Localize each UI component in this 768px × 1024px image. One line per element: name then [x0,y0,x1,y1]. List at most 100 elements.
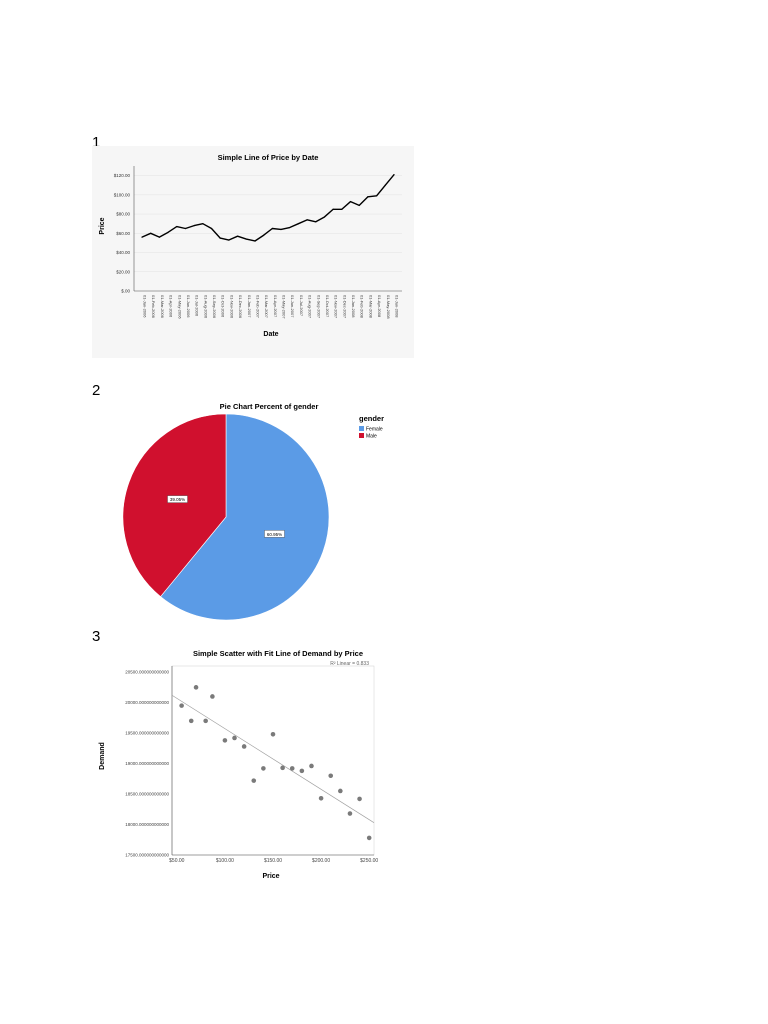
line-x-tick-label: 01-Feb-2008 [360,295,365,319]
price-data-point [271,227,273,230]
line-x-tick-label: 01-Jul-2007 [299,295,304,317]
price-data-point [315,221,317,223]
pie-slice-female [160,413,330,621]
price-data-point [367,196,369,198]
scatter-x-tick-label: $100.00 [216,858,234,864]
price-data-point [289,226,291,229]
line-x-tick-label: 01-Jan-2007 [247,295,252,318]
figure-number-3: 3 [92,628,101,645]
scatter-point [328,773,334,779]
line-x-tick-label: 01-Oct-2007 [325,295,330,318]
line-x-tick-label: 01-Nov-2006 [229,295,234,319]
legend-label-male: Male [366,434,377,440]
line-x-tick-label: 01-Dec-2007 [342,295,347,319]
scatter-point [357,796,362,802]
legend-label-female: Female [366,427,383,433]
price-data-point [376,195,378,197]
scatter-point [299,768,305,774]
scatter-y-tick-label: 17500.000000000000 [125,853,169,858]
scatter-point [222,738,228,743]
line-chart: Simple Line of Price by Date Price Date … [99,153,402,338]
pie-value-label-box [264,530,285,538]
scatter-point [366,835,372,841]
price-data-point [332,208,334,210]
scatter-fit-line [171,694,375,823]
line-x-tick-label: 01-May-2006 [177,295,182,319]
line-x-tick-label: 01-Aug-2006 [203,295,208,319]
pie-value-label: 60.95% [264,530,285,538]
line-x-tick-label: 01-Jun-2007 [290,295,295,318]
line-x-tick-label: 01-Feb-2007 [255,295,260,319]
line-x-tick-label: 01-Jan-2008 [351,295,356,318]
scatter-y-tick-label: 19000.000000000000 [125,761,169,766]
line-y-tick-label: $40.00 [116,250,130,255]
pie-chart-title: Pie Chart Percent of gender [220,402,319,411]
price-data-point [306,219,308,221]
price-data-point [158,236,160,238]
scatter-x-tick-label: $200.00 [312,858,330,864]
scatter-x-tick-label: $50.00 [169,858,185,864]
line-x-tick-label: 01-Apr-2006 [169,295,174,318]
scatter-point [193,685,199,690]
scatter-point [232,735,237,741]
scatter-point [309,763,314,769]
line-x-tick-label: 01-Sep-2006 [212,295,217,319]
price-data-point [184,227,187,230]
line-x-tick-label: 01-Mar-2006 [160,295,165,319]
price-data-point [150,232,152,234]
legend-swatch-female [359,426,364,431]
scatter-x-tick-label: $150.00 [264,858,282,864]
line-x-tick-label: 01-Oct-2006 [221,295,226,318]
price-data-point [210,227,213,230]
line-x-tick-label: 01-May-2007 [282,295,287,319]
price-data-point [167,231,169,233]
line-x-tick-label: 01-Dec-2006 [238,295,243,319]
line-x-tick-label: 01-Apr-2007 [273,295,278,318]
line-x-tick-label: 01-Feb-2006 [151,295,156,319]
line-y-tick-label: $20.00 [116,269,130,274]
line-x-tick-label: 01-Jun-2008 [395,295,400,318]
pie-value-label-text: 39.05% [170,497,185,502]
line-x-tick-label: 01-Jun-2006 [186,295,191,318]
legend-swatch-male [359,433,364,438]
line-x-tick-label: 01-Jan-2006 [143,295,148,318]
scatter-point [210,694,215,699]
price-data-point [193,225,195,227]
pie-legend-title: gender [359,414,384,423]
price-data-point [141,236,143,238]
line-chart-panel: Simple Line of Price by Date Price Date … [92,146,414,358]
scatter-chart: Simple Scatter with Fit Line of Demand b… [99,649,378,880]
line-y-tick-label: $100.00 [114,192,131,197]
figure-number-1: 1 [92,134,101,151]
line-y-tick-label: $80.00 [116,212,130,217]
scatter-y-tick-label: 18000.000000000000 [125,822,169,827]
price-data-point [349,200,352,203]
line-y-tick-label: $60.00 [116,231,130,236]
scatter-y-tick-label: 20000.000000000000 [125,700,169,705]
line-x-tick-label: 01-Sep-2007 [316,295,321,319]
line-chart-x-label: Date [263,331,278,338]
scatter-point [251,778,257,783]
line-x-tick-label: 01-Mar-2008 [368,295,373,319]
price-data-point [263,234,265,236]
line-chart-title: Simple Line of Price by Date [218,153,319,162]
price-series-line [141,174,395,242]
price-data-point [280,228,282,231]
scatter-point [347,811,353,816]
scatter-point [338,788,343,794]
price-data-point [245,238,247,240]
line-chart-y-label: Price [99,217,106,234]
pie-slice-male [122,413,227,597]
scatter-point [188,718,194,724]
line-x-tick-label: 01-Aug-2007 [308,295,313,319]
scatter-point [179,703,184,708]
scatter-y-tick-label: 20500.000000000000 [125,670,169,675]
price-data-point [358,204,360,207]
pie-value-label: 39.05% [167,495,188,503]
line-x-tick-label: 01-Jul-2006 [195,295,200,317]
scatter-point [241,744,247,749]
line-x-tick-label: 01-May-2008 [386,295,391,319]
pie-value-label-text: 60.95% [267,532,282,537]
scatter-point [203,718,208,724]
